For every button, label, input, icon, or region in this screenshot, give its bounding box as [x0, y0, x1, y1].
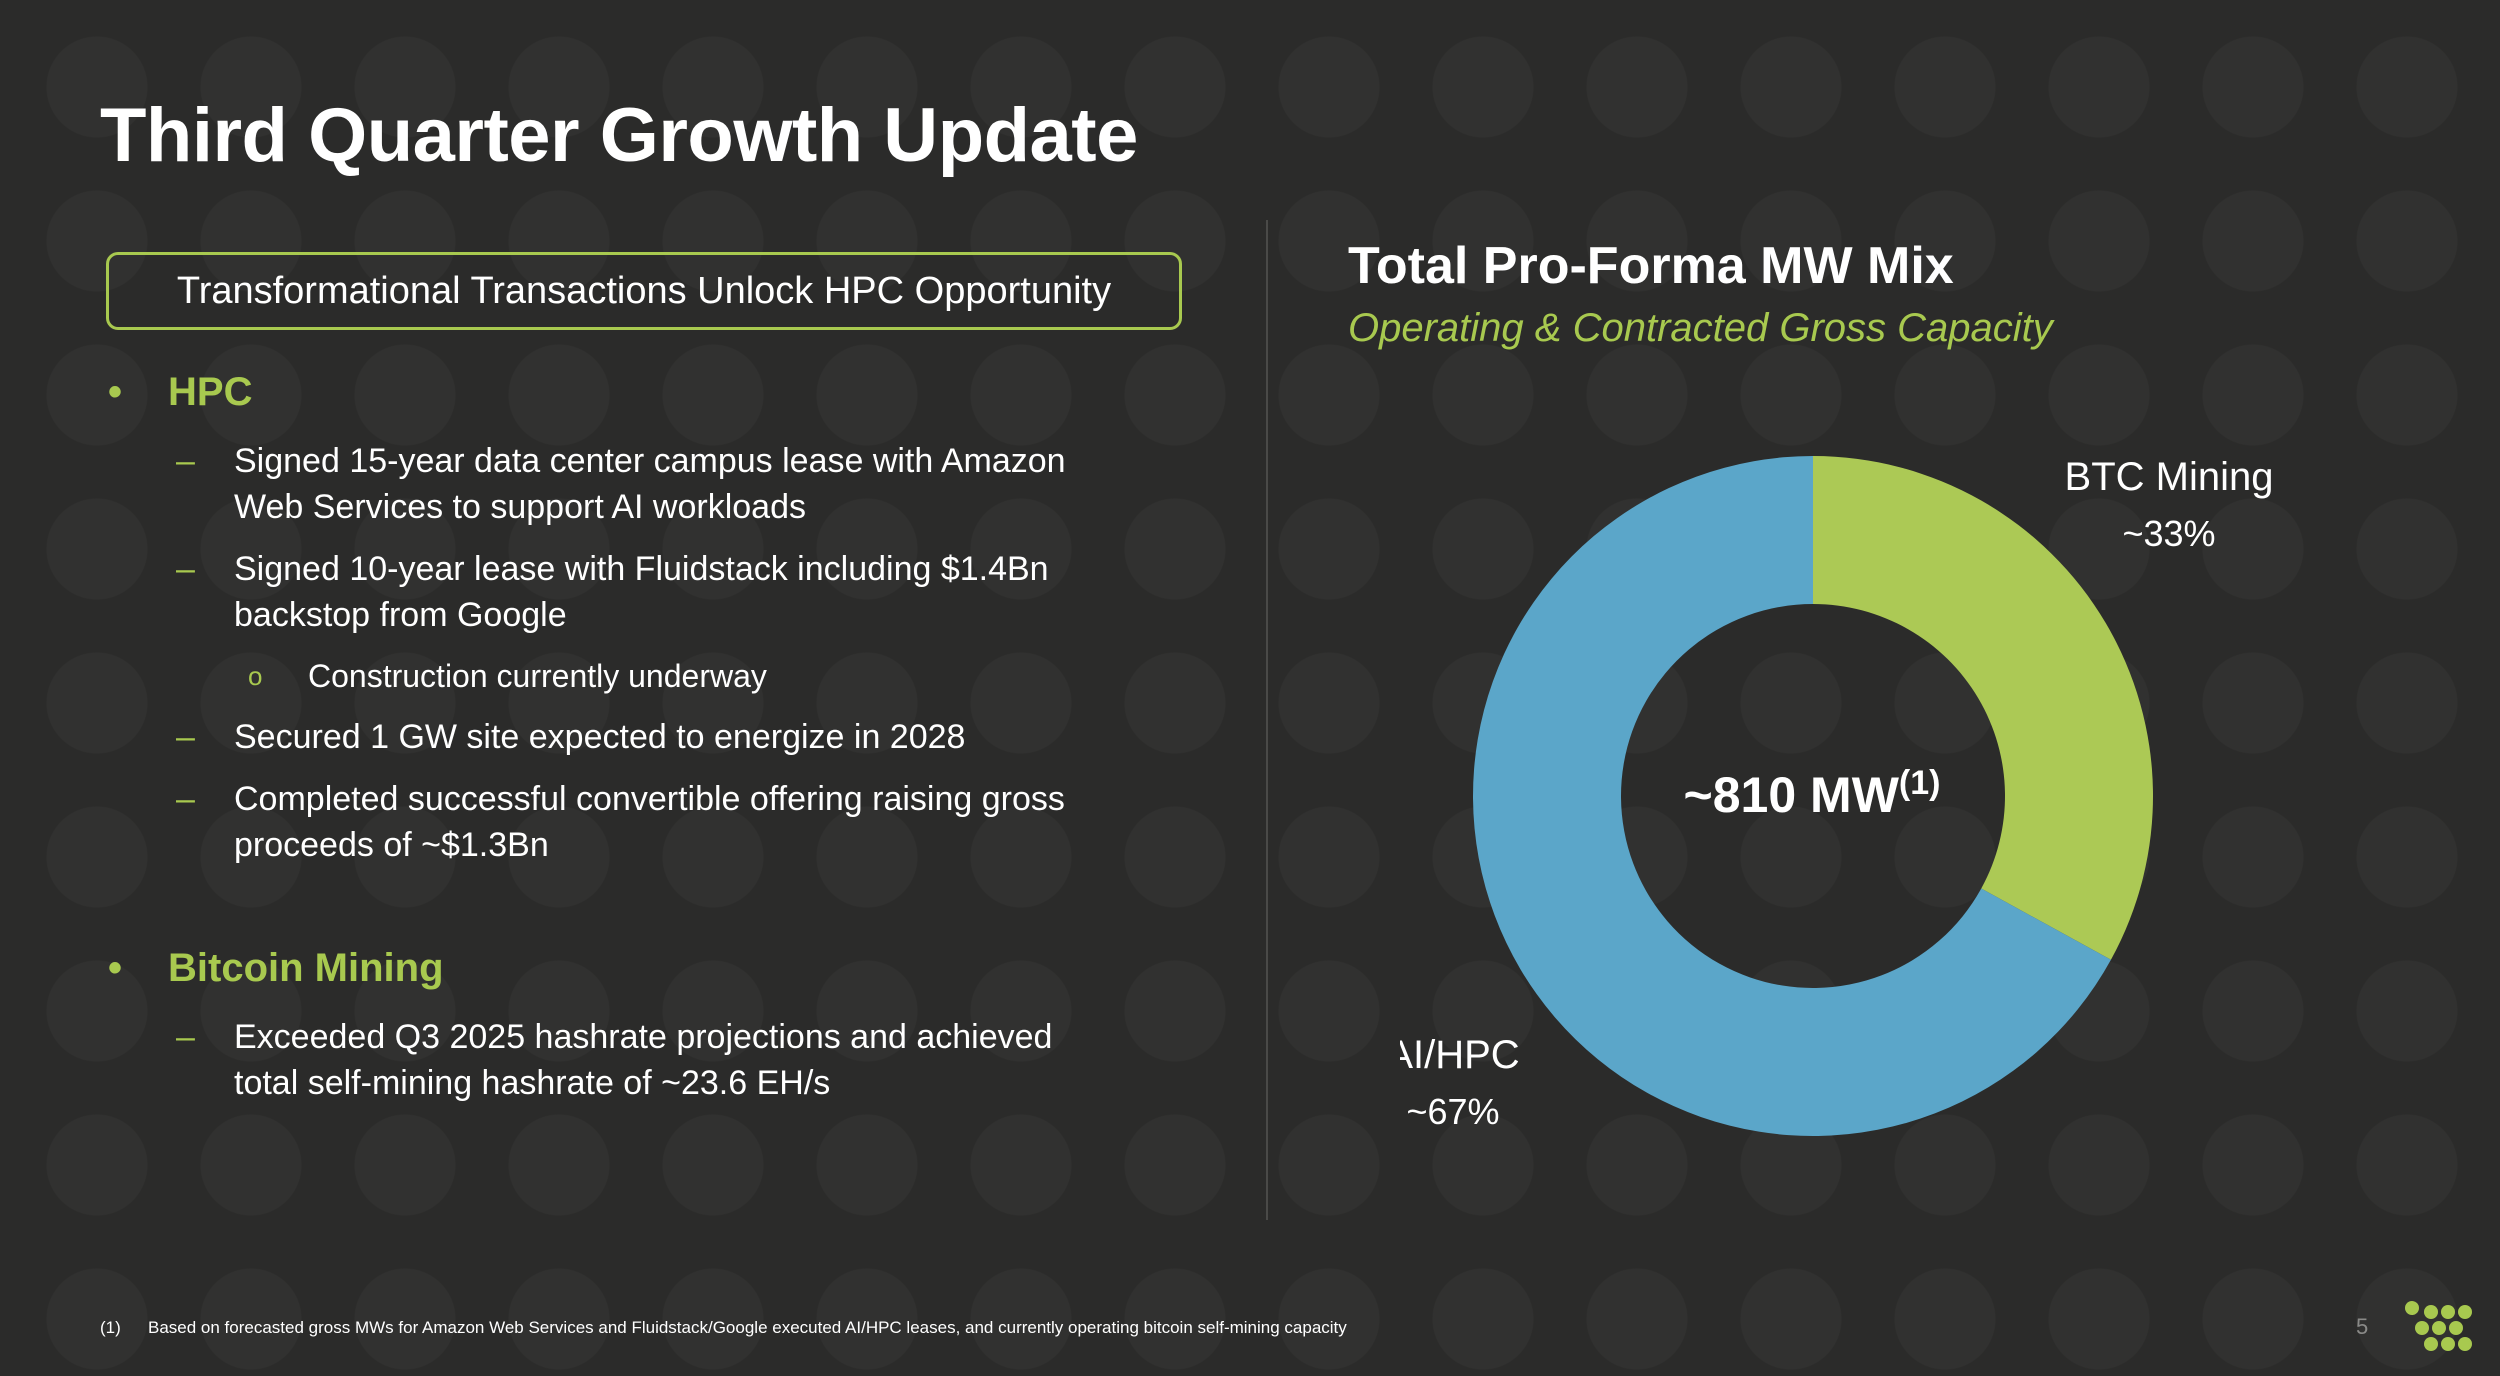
- section-heading: Transformational Transactions Unlock HPC…: [176, 269, 1112, 312]
- sub-bullet-text: Exceeded Q3 2025 hashrate projections an…: [234, 1018, 1053, 1056]
- bullet-marker: •: [108, 370, 123, 414]
- donut-chart: ~810 MW(1) BTC Mining ~33% AI/HPC ~67%: [1400, 455, 2274, 1136]
- sub-bullet-site: – Secured 1 GW site expected to energize…: [176, 714, 1176, 760]
- bullet-heading-bitcoin: Bitcoin Mining: [168, 946, 444, 990]
- donut-slice-btc-mining: [1813, 456, 2153, 960]
- footnote-marker: (1): [100, 1318, 121, 1337]
- center-superscript: (1): [1899, 764, 1941, 802]
- dash-marker: –: [176, 718, 195, 756]
- sub-bullet-convertible: – Completed successful convertible offer…: [176, 776, 1176, 868]
- dash-marker: –: [176, 550, 195, 588]
- slice-value-label: ~67%: [1406, 1091, 1499, 1132]
- slice-value-label: ~33%: [2122, 513, 2215, 554]
- dash-marker: –: [176, 1018, 195, 1056]
- slice-name-label: BTC Mining: [2065, 455, 2274, 499]
- footnote-text: Based on forecasted gross MWs for Amazon…: [148, 1318, 1347, 1337]
- bullet-hpc: • HPC: [100, 370, 252, 415]
- sub-sub-bullet-construction: o Construction currently underway: [242, 654, 767, 698]
- sub-bullet-text: backstop from Google: [234, 596, 567, 634]
- sub-bullet-aws: – Signed 15-year data center campus leas…: [176, 438, 1176, 530]
- dash-marker: –: [176, 442, 195, 480]
- dash-marker: –: [176, 780, 195, 818]
- donut-slice-ai-hpc: [1473, 456, 2111, 1136]
- bullet-bitcoin-mining: • Bitcoin Mining: [100, 946, 444, 991]
- sub-bullet-text: Secured 1 GW site expected to energize i…: [234, 718, 966, 756]
- chart-subtitle: Operating & Contracted Gross Capacity: [1348, 306, 2053, 350]
- page-number: 5: [2356, 1314, 2369, 1339]
- sub-bullet-text: Signed 15-year data center campus lease …: [234, 442, 1066, 480]
- center-label: ~810 MW(1): [1684, 764, 1941, 823]
- sub-bullet-fluidstack: – Signed 10-year lease with Fluidstack i…: [176, 546, 1176, 638]
- center-value: ~810 MW: [1684, 767, 1900, 823]
- slice-name-label: AI/HPC: [1400, 1033, 1520, 1077]
- sub-sub-bullet-text: Construction currently underway: [308, 658, 767, 694]
- sub-bullet-text: proceeds of ~$1.3Bn: [234, 826, 549, 864]
- sub-bullet-hashrate: – Exceeded Q3 2025 hashrate projections …: [176, 1014, 1176, 1106]
- ring-marker: o: [248, 661, 263, 691]
- section-heading-box: Transformational Transactions Unlock HPC…: [106, 252, 1182, 330]
- bullet-marker: •: [108, 946, 123, 990]
- sub-bullet-text: Web Services to support AI workloads: [234, 488, 806, 526]
- footnote: (1) Based on forecasted gross MWs for Am…: [100, 1318, 1347, 1338]
- sub-bullet-text: total self-mining hashrate of ~23.6 EH/s: [234, 1064, 831, 1102]
- sub-bullet-text: Completed successful convertible offerin…: [234, 780, 1065, 818]
- sub-bullet-text: Signed 10-year lease with Fluidstack inc…: [234, 550, 1049, 588]
- slide-title: Third Quarter Growth Update: [100, 93, 1138, 178]
- chart-title: Total Pro-Forma MW Mix: [1348, 237, 1954, 295]
- bullet-heading-hpc: HPC: [168, 370, 253, 414]
- vertical-divider: [1266, 220, 1268, 1220]
- company-logo-icon: [2405, 1301, 2472, 1351]
